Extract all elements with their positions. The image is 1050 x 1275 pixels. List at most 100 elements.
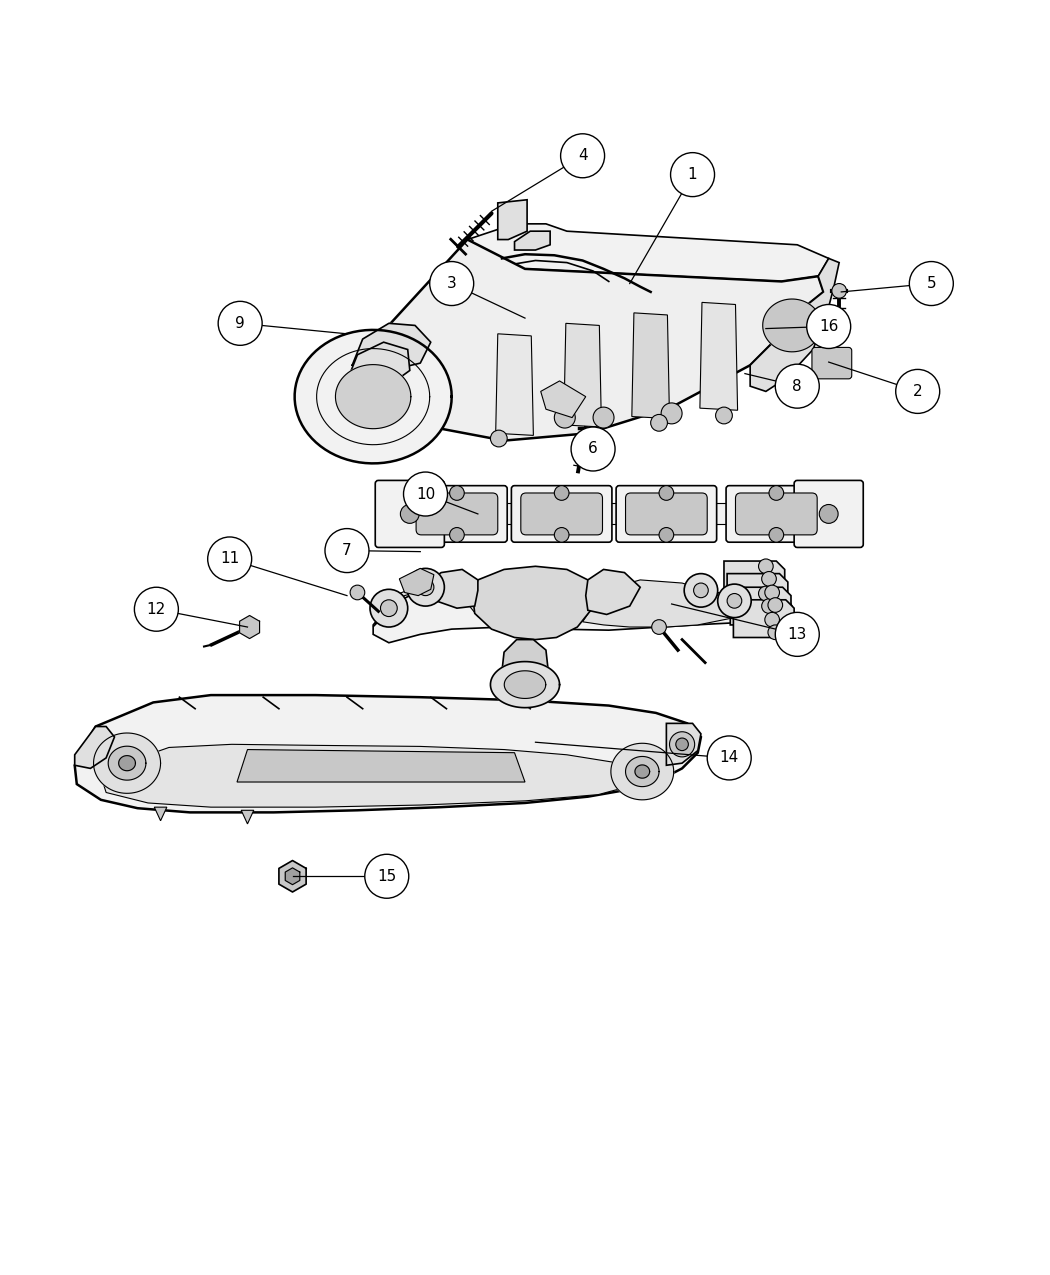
Circle shape — [554, 486, 569, 500]
Polygon shape — [286, 868, 299, 885]
FancyBboxPatch shape — [616, 486, 717, 542]
FancyBboxPatch shape — [726, 486, 826, 542]
Circle shape — [758, 586, 773, 601]
Polygon shape — [723, 561, 784, 599]
Text: 10: 10 — [416, 487, 435, 501]
Circle shape — [685, 574, 718, 607]
Circle shape — [806, 305, 850, 348]
FancyBboxPatch shape — [375, 481, 444, 547]
Circle shape — [716, 407, 732, 423]
Circle shape — [449, 528, 464, 542]
Polygon shape — [504, 671, 546, 699]
Polygon shape — [119, 756, 135, 770]
Polygon shape — [490, 662, 560, 708]
Circle shape — [671, 153, 715, 196]
FancyBboxPatch shape — [794, 481, 863, 547]
Polygon shape — [504, 504, 514, 524]
Circle shape — [769, 486, 783, 500]
Polygon shape — [626, 756, 659, 787]
Circle shape — [768, 598, 782, 612]
Circle shape — [350, 585, 364, 599]
Polygon shape — [75, 695, 701, 812]
Polygon shape — [632, 312, 670, 418]
Polygon shape — [101, 745, 640, 807]
Text: 11: 11 — [220, 552, 239, 566]
Polygon shape — [714, 504, 729, 524]
Polygon shape — [93, 733, 161, 793]
Circle shape — [670, 732, 695, 757]
Text: 1: 1 — [688, 167, 697, 182]
Polygon shape — [472, 566, 598, 640]
Circle shape — [370, 589, 407, 627]
Polygon shape — [514, 231, 550, 250]
Text: 3: 3 — [447, 277, 457, 291]
Circle shape — [662, 403, 682, 423]
Circle shape — [554, 528, 569, 542]
Circle shape — [380, 599, 397, 617]
Polygon shape — [239, 616, 259, 639]
Circle shape — [832, 283, 846, 298]
FancyBboxPatch shape — [735, 493, 817, 536]
Circle shape — [676, 738, 689, 751]
Circle shape — [449, 486, 464, 500]
Circle shape — [406, 569, 444, 606]
Polygon shape — [564, 324, 602, 427]
Polygon shape — [609, 504, 620, 524]
Circle shape — [417, 579, 434, 595]
Polygon shape — [295, 330, 452, 463]
Polygon shape — [346, 342, 410, 389]
Circle shape — [708, 736, 751, 780]
Circle shape — [561, 134, 605, 177]
Circle shape — [775, 612, 819, 657]
Text: 2: 2 — [912, 384, 923, 399]
Text: 14: 14 — [719, 751, 739, 765]
Circle shape — [429, 261, 474, 306]
FancyBboxPatch shape — [626, 493, 708, 536]
Circle shape — [761, 599, 776, 613]
Text: 8: 8 — [793, 379, 802, 394]
Circle shape — [768, 625, 782, 640]
Circle shape — [208, 537, 252, 581]
Text: 6: 6 — [588, 441, 597, 456]
Circle shape — [400, 505, 419, 523]
Text: 7: 7 — [342, 543, 352, 558]
Circle shape — [896, 370, 940, 413]
Circle shape — [218, 301, 262, 346]
Polygon shape — [242, 811, 254, 824]
Polygon shape — [75, 727, 114, 769]
Polygon shape — [108, 746, 146, 780]
Text: 5: 5 — [926, 277, 937, 291]
Circle shape — [764, 585, 779, 599]
Circle shape — [727, 594, 741, 608]
Polygon shape — [498, 200, 527, 240]
Polygon shape — [667, 723, 701, 765]
Polygon shape — [733, 599, 794, 638]
Polygon shape — [373, 583, 536, 627]
Polygon shape — [279, 861, 307, 892]
Circle shape — [761, 571, 776, 587]
Polygon shape — [496, 334, 533, 435]
Circle shape — [659, 486, 674, 500]
FancyBboxPatch shape — [812, 347, 852, 379]
Polygon shape — [237, 750, 525, 782]
Circle shape — [651, 414, 668, 431]
Polygon shape — [611, 743, 674, 799]
Text: 15: 15 — [377, 868, 397, 884]
Circle shape — [652, 620, 667, 635]
Polygon shape — [583, 580, 734, 627]
Circle shape — [134, 588, 178, 631]
Polygon shape — [730, 588, 791, 625]
Circle shape — [775, 365, 819, 408]
Circle shape — [819, 505, 838, 523]
Text: 9: 9 — [235, 316, 245, 330]
Circle shape — [326, 529, 369, 572]
Circle shape — [571, 427, 615, 470]
Polygon shape — [541, 381, 586, 418]
Polygon shape — [425, 570, 478, 608]
FancyBboxPatch shape — [511, 486, 612, 542]
FancyBboxPatch shape — [406, 486, 507, 542]
Polygon shape — [373, 579, 792, 643]
Polygon shape — [700, 302, 737, 411]
Circle shape — [909, 261, 953, 306]
Polygon shape — [399, 569, 434, 595]
